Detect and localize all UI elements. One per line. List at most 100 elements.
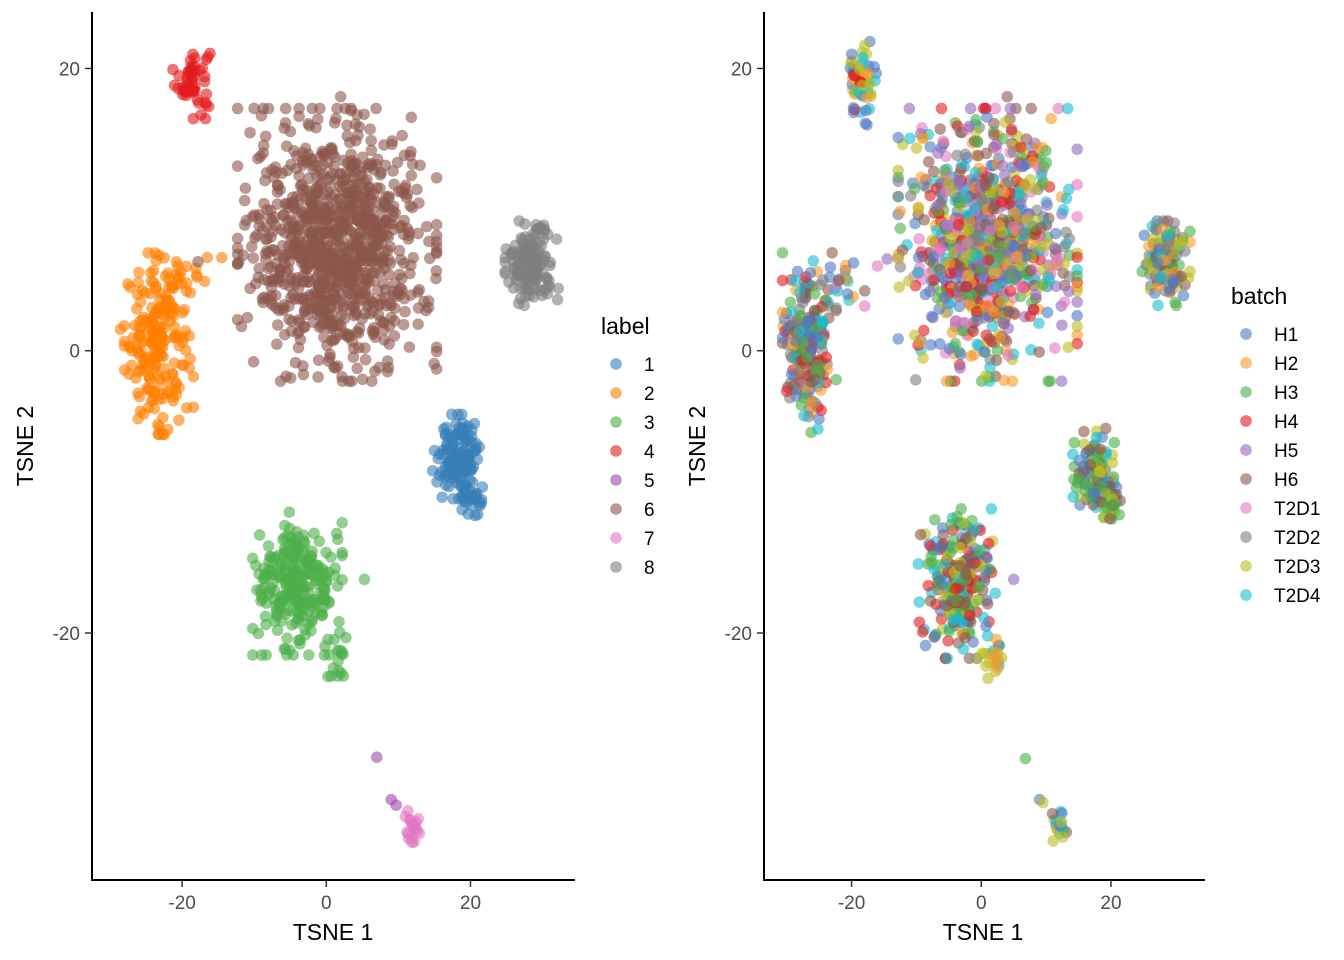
data-point (378, 333, 391, 346)
data-point (1049, 227, 1062, 240)
data-point (310, 578, 322, 590)
data-point (248, 231, 261, 244)
data-point (1067, 491, 1080, 503)
data-point (402, 229, 415, 242)
data-point (163, 294, 176, 307)
data-point (954, 348, 967, 361)
data-point (934, 541, 946, 554)
data-point (1058, 240, 1071, 253)
tsne-panel-batch: -20 0 20 -20 0 20 TSNE 1 TSNE 2 batch H1 H2 H3… (684, 12, 1321, 945)
legend-key (610, 358, 622, 370)
data-point (1033, 346, 1046, 358)
data-point (138, 334, 151, 347)
data-point (270, 338, 283, 351)
data-point (917, 352, 929, 365)
data-point (943, 177, 955, 190)
data-point (1161, 229, 1173, 242)
data-point (307, 212, 320, 225)
data-point (962, 269, 975, 282)
data-point (279, 102, 292, 115)
data-point (1025, 102, 1038, 115)
data-point (860, 91, 873, 104)
data-point (804, 266, 817, 279)
data-point (499, 251, 512, 264)
data-point (958, 599, 970, 612)
data-point (1168, 217, 1181, 229)
x-tick-label: 20 (460, 893, 481, 914)
data-point (1031, 204, 1043, 217)
data-point (938, 558, 951, 571)
data-point (941, 652, 954, 665)
data-point (430, 341, 443, 354)
data-point (1071, 143, 1084, 156)
data-point (133, 390, 146, 403)
data-point (378, 246, 391, 259)
data-point (776, 246, 789, 259)
data-point (277, 533, 289, 546)
data-point (412, 302, 425, 314)
data-point (808, 373, 821, 386)
data-point (292, 634, 305, 647)
data-point (925, 310, 938, 323)
legend-key (610, 474, 622, 486)
data-point (240, 214, 253, 227)
data-point (859, 117, 872, 130)
data-point (995, 195, 1008, 208)
data-point (405, 169, 418, 182)
legend-title: label (601, 313, 650, 339)
data-point (256, 292, 269, 305)
data-point (981, 111, 993, 123)
data-point (332, 655, 344, 667)
data-point (262, 540, 275, 552)
data-point (1033, 317, 1045, 330)
data-point (291, 538, 304, 551)
data-point (912, 202, 925, 215)
data-point (1004, 285, 1017, 297)
data-point (180, 260, 193, 273)
legend-key (1240, 473, 1252, 485)
data-point (134, 364, 147, 377)
data-point (269, 289, 282, 302)
data-point (271, 319, 284, 331)
y-ticks: -20 0 20 (53, 59, 92, 645)
data-point (344, 303, 357, 316)
data-point (365, 295, 378, 308)
data-point (990, 633, 1003, 646)
data-point (807, 254, 820, 267)
data-point (325, 209, 338, 222)
data-point (959, 316, 972, 329)
data-point (916, 626, 929, 638)
data-point (297, 529, 310, 542)
data-point (183, 362, 196, 374)
data-point (305, 624, 317, 637)
data-point (1046, 807, 1059, 820)
data-point (323, 247, 336, 260)
data-point (990, 138, 1003, 151)
data-point (186, 48, 199, 61)
data-point (405, 111, 418, 124)
data-point (128, 319, 141, 332)
data-point (359, 353, 372, 366)
data-point (298, 321, 311, 334)
data-point (235, 320, 248, 333)
data-point (307, 256, 320, 268)
data-point (945, 519, 957, 531)
data-point (533, 235, 545, 248)
data-point (904, 132, 916, 145)
data-point (201, 51, 214, 63)
data-point (1055, 375, 1068, 388)
data-point (1060, 192, 1073, 205)
legend-key (610, 503, 622, 515)
y-axis-title: TSNE 2 (12, 406, 38, 487)
data-point (830, 373, 843, 386)
data-point (394, 221, 407, 234)
data-point (1066, 448, 1079, 461)
data-point (422, 301, 435, 314)
data-point (1083, 443, 1096, 456)
data-point (1173, 238, 1186, 251)
data-point (962, 223, 975, 236)
data-point (358, 216, 371, 229)
y-tick-label: -20 (725, 624, 752, 645)
data-point (894, 205, 907, 218)
data-point (915, 171, 927, 184)
